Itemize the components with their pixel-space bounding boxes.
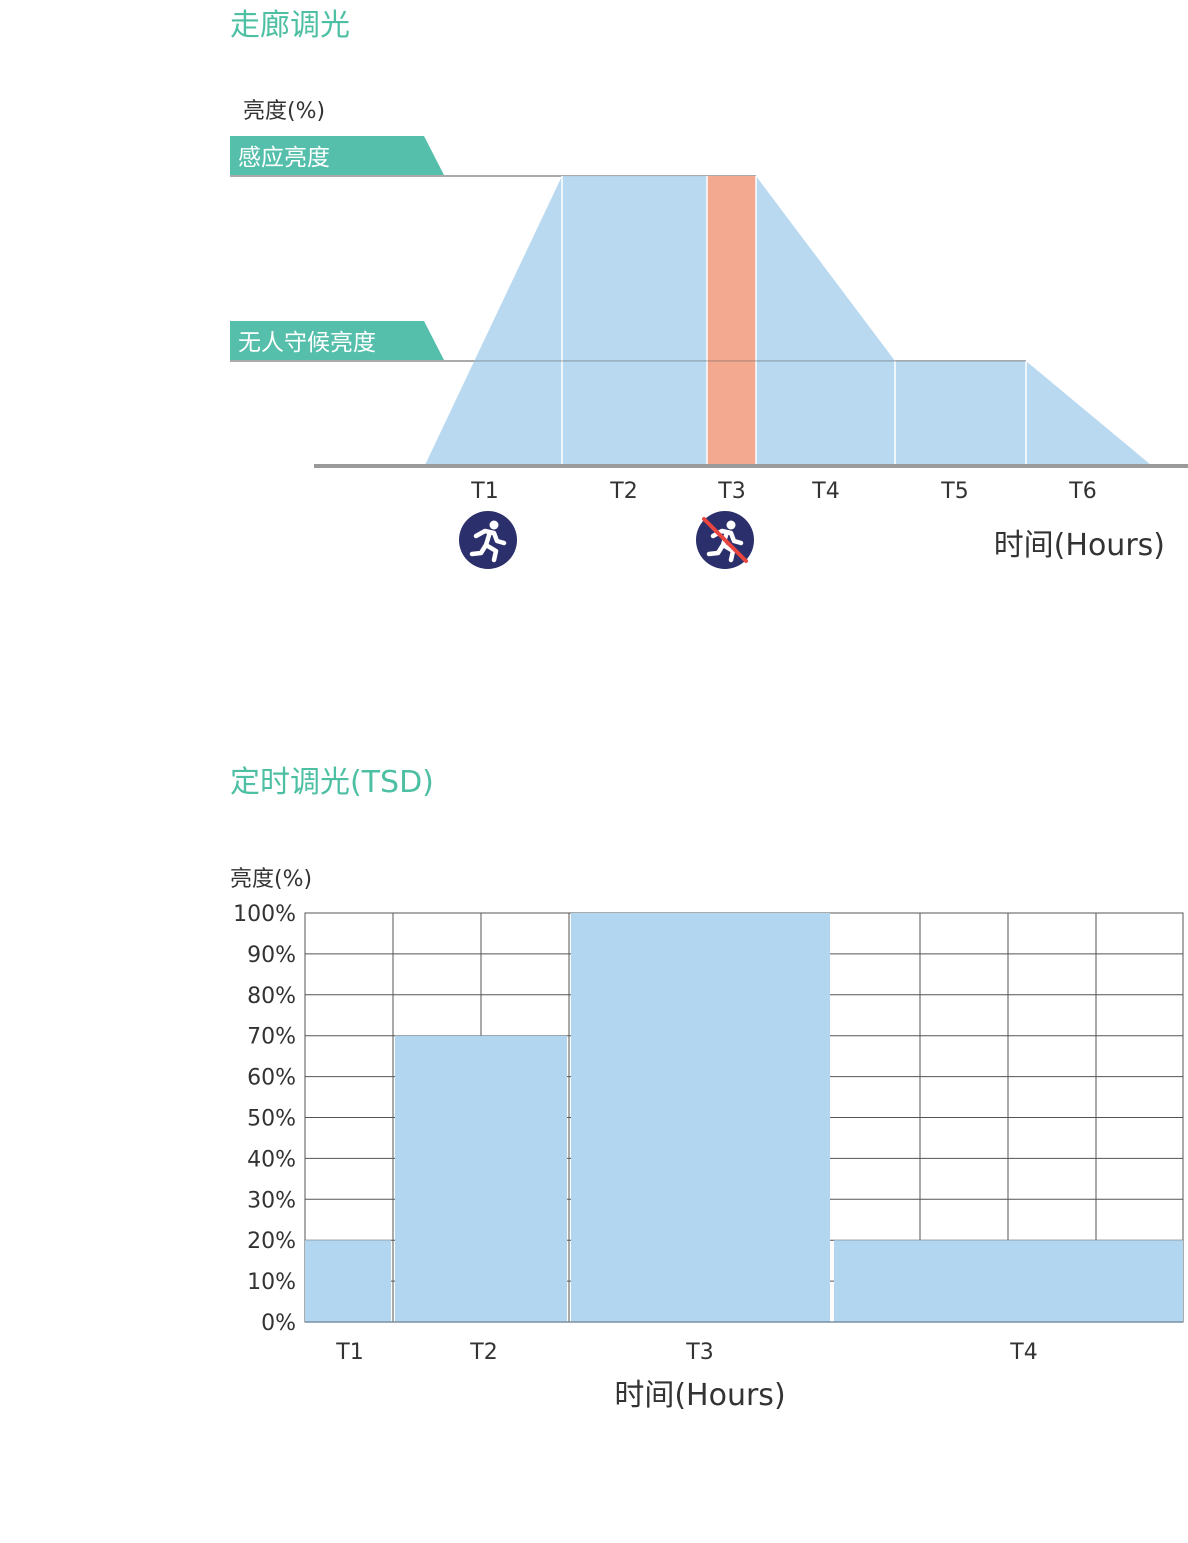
- y-tick-label: 50%: [247, 1107, 296, 1132]
- sensing-level-tag-text: 感应亮度: [238, 145, 330, 171]
- x-tick-label-t3: T3: [685, 1340, 713, 1365]
- person-running-icon: [459, 511, 517, 569]
- y-tick-label: 0%: [261, 1311, 296, 1336]
- y-tick-label: 20%: [247, 1229, 296, 1254]
- phase-area-t6: [1026, 360, 1151, 465]
- y-tick-label: 100%: [233, 902, 296, 927]
- y-tick-label: 70%: [247, 1025, 296, 1050]
- x-tick-label-t4: T4: [1009, 1340, 1037, 1365]
- sensing-level-tag: 感应亮度: [230, 136, 444, 175]
- x-tick-label-t2: T2: [609, 479, 637, 504]
- plot-frame: [304, 912, 1184, 1323]
- phase-area-t5: [895, 360, 1026, 465]
- y-tick-label: 60%: [247, 1066, 296, 1091]
- bar-t1: [305, 1240, 391, 1322]
- phase-area-t3: [707, 176, 756, 465]
- y-tick-label: 90%: [247, 943, 296, 968]
- phase-area-t4: [756, 176, 895, 465]
- standby-level-tag-text: 无人守候亮度: [238, 330, 376, 356]
- no-person-icon: [696, 511, 754, 569]
- standby-level-tag: 无人守候亮度: [230, 321, 444, 360]
- bar-t4: [834, 1240, 1183, 1322]
- x-tick-label-t3: T3: [717, 479, 745, 504]
- x-tick-label-t1: T1: [335, 1340, 363, 1365]
- bar-t2: [395, 1035, 567, 1322]
- x-axis-label: 时间(Hours): [614, 1378, 785, 1413]
- phase-area-t1: [425, 176, 562, 465]
- x-tick-label-t6: T6: [1068, 479, 1096, 504]
- x-axis-label: 时间(Hours): [994, 528, 1165, 563]
- y-tick-label: 10%: [247, 1270, 296, 1295]
- sensing-level-tag-bg: [230, 136, 444, 175]
- x-tick-label-t4: T4: [811, 479, 839, 504]
- x-tick-label-t1: T1: [470, 479, 498, 504]
- y-axis-label: 亮度(%): [230, 867, 312, 892]
- standby-level-tag-bg: [230, 321, 444, 360]
- corridor-dimming-title: 走廊调光: [230, 8, 350, 43]
- tsd-dimming-title: 定时调光(TSD): [230, 765, 434, 800]
- y-tick-label: 80%: [247, 984, 296, 1009]
- y-tick-label: 30%: [247, 1188, 296, 1213]
- y-tick-label: 40%: [247, 1147, 296, 1172]
- y-axis-label: 亮度(%): [243, 99, 325, 124]
- x-tick-label-t2: T2: [469, 1340, 497, 1365]
- phase-area-t2: [562, 176, 707, 465]
- x-tick-label-t5: T5: [940, 479, 968, 504]
- bar-t3: [571, 913, 830, 1322]
